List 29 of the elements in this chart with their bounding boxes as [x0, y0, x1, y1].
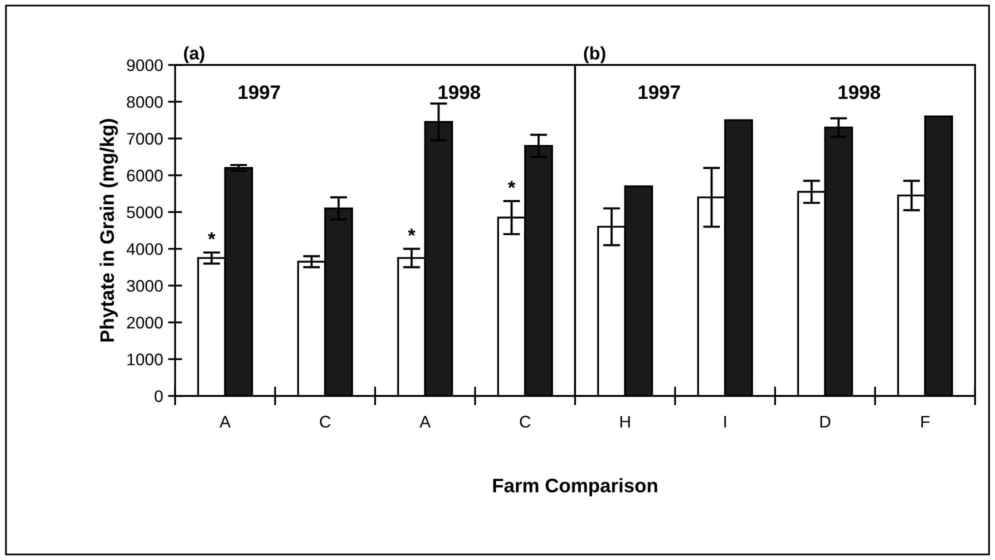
x-axis-title: Farm Comparison	[493, 478, 658, 496]
y-tick-label: 0	[154, 390, 163, 402]
x-tick-label: C	[520, 416, 530, 428]
chart-title: (b)	[584, 46, 606, 64]
y-tick-label: 9000	[127, 59, 163, 72]
data-label: *	[208, 232, 216, 240]
x-tick-label: H	[620, 416, 630, 428]
annotation: 1998	[838, 85, 880, 100]
x-tick-label: C	[320, 416, 330, 428]
data-label: *	[508, 180, 516, 188]
y-axis-title: Phytate in Grain (mg/kg)	[100, 119, 118, 342]
y-tick-label: 1000	[128, 354, 163, 366]
y-tick-label: 5000	[126, 206, 163, 218]
annotation: 1998	[438, 85, 480, 100]
x-tick-label: A	[220, 416, 231, 428]
annotation: 1997	[638, 85, 680, 100]
x-tick-label: I	[724, 416, 726, 428]
y-tick-label: 4000	[126, 243, 163, 256]
y-tick-label: 8000	[126, 96, 163, 108]
y-tick-label: 2000	[127, 316, 163, 329]
x-tick-label: A	[420, 416, 431, 428]
x-tick-label: F	[921, 416, 930, 428]
annotation: 1997	[238, 85, 280, 100]
chart-title: (a)	[184, 46, 204, 64]
x-tick-label: D	[820, 416, 830, 428]
data-label: *	[408, 228, 416, 236]
y-tick-label: 3000	[126, 280, 163, 292]
y-tick-label: 6000	[127, 170, 163, 182]
y-tick-label: 7000	[127, 132, 163, 145]
